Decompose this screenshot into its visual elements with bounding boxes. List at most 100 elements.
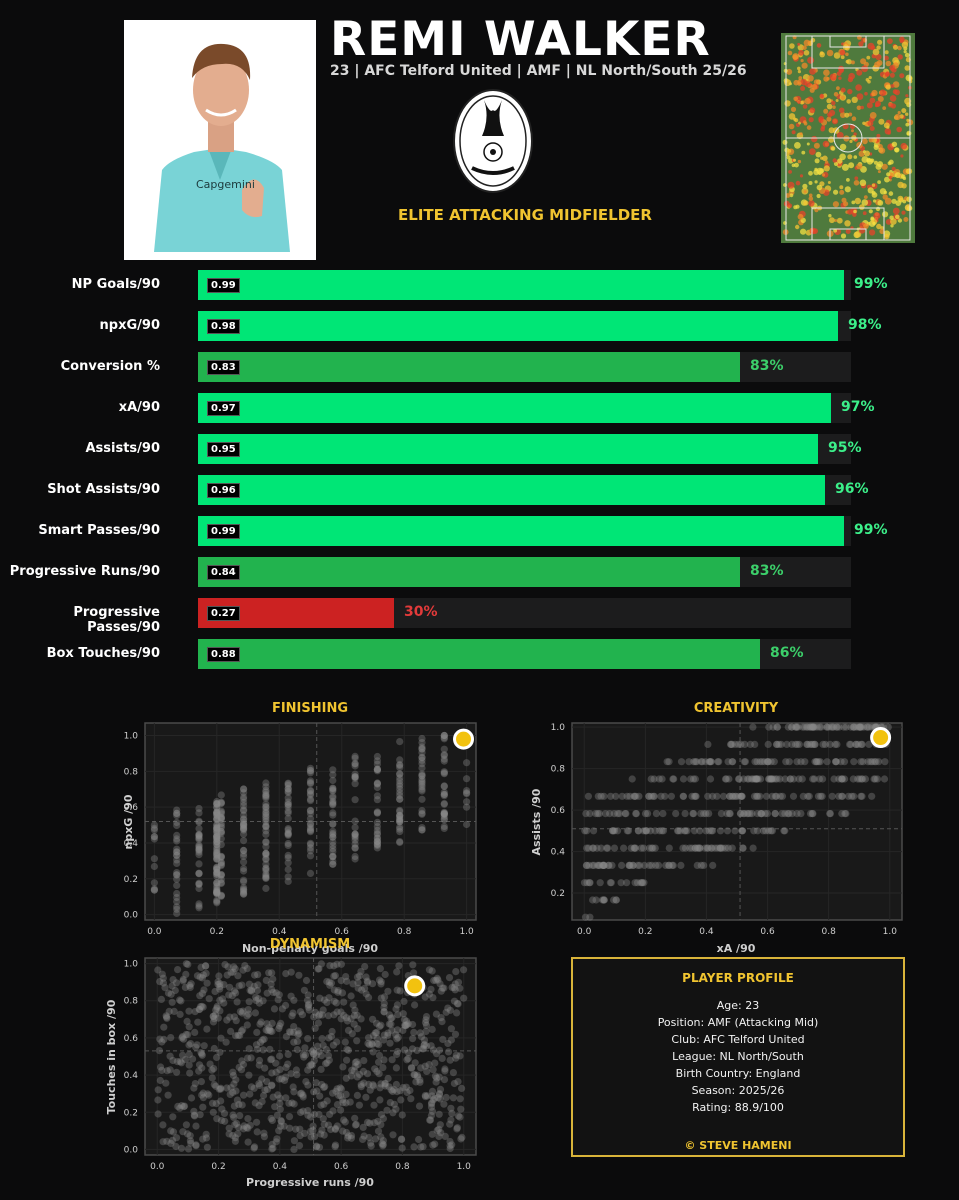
player-point — [262, 873, 270, 881]
heatmap-dot — [808, 117, 814, 123]
player-point — [596, 879, 604, 887]
player-point — [724, 844, 732, 852]
bar-track: 0.83 83% — [198, 352, 851, 382]
heatmap-dot — [795, 224, 800, 230]
heatmap-dot — [828, 127, 835, 134]
player-point — [388, 1056, 396, 1064]
player-point — [811, 740, 819, 749]
player-point — [690, 758, 698, 766]
player-point — [740, 810, 748, 818]
player-point — [256, 1020, 264, 1028]
player-point — [596, 861, 604, 870]
heatmap-dot — [877, 170, 881, 174]
player-point — [816, 758, 824, 766]
player-point — [728, 758, 736, 766]
player-point — [760, 758, 769, 766]
player-point — [373, 1034, 381, 1042]
player-point — [216, 1007, 224, 1015]
player-point — [697, 810, 705, 818]
player-point — [213, 828, 221, 836]
player-point — [697, 861, 705, 870]
player-point — [757, 810, 765, 818]
player-point — [351, 752, 359, 761]
player-point — [306, 828, 315, 836]
player-point — [331, 1125, 339, 1134]
player-point — [176, 1058, 184, 1066]
player-point — [435, 1090, 444, 1099]
player-point — [581, 827, 589, 835]
player-point — [304, 1107, 312, 1115]
player-point — [421, 1093, 430, 1101]
player-point — [240, 890, 248, 898]
player-point — [458, 1084, 466, 1092]
y-tick-label: 0.6 — [124, 1034, 139, 1044]
player-point — [670, 775, 678, 783]
player-point — [704, 844, 712, 852]
player-point — [440, 751, 448, 760]
player-point — [217, 814, 225, 822]
player-point — [610, 810, 618, 818]
player-point — [342, 1014, 351, 1022]
player-point — [295, 1142, 304, 1150]
player-point — [329, 787, 337, 795]
player-point — [435, 1046, 444, 1054]
player-point — [849, 723, 857, 731]
player-point — [213, 879, 221, 887]
player-point — [179, 975, 187, 984]
player-point — [351, 796, 359, 804]
heatmap-dot — [839, 153, 846, 161]
player-point — [423, 1092, 431, 1100]
player-point — [200, 986, 208, 994]
heatmap-dot — [877, 96, 884, 102]
player-point — [324, 1012, 332, 1020]
heatmap — [781, 33, 915, 243]
player-point — [310, 1013, 318, 1021]
player-point — [282, 1063, 290, 1072]
player-point — [725, 775, 733, 783]
player-point — [696, 844, 704, 852]
player-point — [754, 792, 762, 800]
player-point — [365, 993, 373, 1002]
y-tick-label: 0.0 — [124, 911, 139, 921]
player-point — [233, 1119, 241, 1128]
player-point — [392, 1105, 400, 1113]
player-point — [663, 758, 671, 766]
player-point — [631, 879, 639, 887]
bar-track: 0.97 97% — [198, 393, 875, 423]
player-point — [164, 1091, 172, 1099]
player-point — [753, 775, 761, 783]
player-point — [693, 844, 702, 852]
player-point — [231, 965, 239, 973]
heatmap-dot — [800, 100, 804, 105]
bar-label: Conversion % — [60, 359, 160, 374]
heatmap-dot — [833, 161, 839, 166]
heatmap-dot — [787, 50, 793, 56]
player-point — [235, 1124, 243, 1132]
heatmap-dot — [873, 212, 881, 220]
player-point — [312, 1143, 321, 1151]
player-point — [173, 856, 181, 864]
player-point — [744, 810, 752, 818]
player-point — [769, 723, 777, 731]
player-point — [607, 879, 615, 887]
player-point — [309, 1126, 317, 1134]
heatmap-dot — [856, 69, 863, 76]
bar-track: 0.27 30% — [198, 598, 851, 628]
player-point — [213, 814, 221, 823]
player-point — [608, 861, 616, 870]
bar-label: Progressive Passes/90 — [73, 605, 160, 635]
player-point — [428, 1087, 437, 1095]
player-point — [273, 1135, 281, 1143]
player-point — [240, 807, 248, 815]
heatmap-dot — [788, 113, 796, 120]
player-point — [377, 978, 385, 986]
y-tick-label: 0.8 — [124, 997, 139, 1007]
player-point — [696, 827, 704, 835]
player-point — [681, 827, 690, 835]
player-point — [647, 775, 655, 783]
heatmap-dot — [876, 223, 882, 230]
player-point — [432, 1010, 440, 1018]
heatmap-dot — [854, 230, 862, 238]
heatmap-dot — [901, 210, 906, 215]
player-point — [830, 723, 838, 731]
